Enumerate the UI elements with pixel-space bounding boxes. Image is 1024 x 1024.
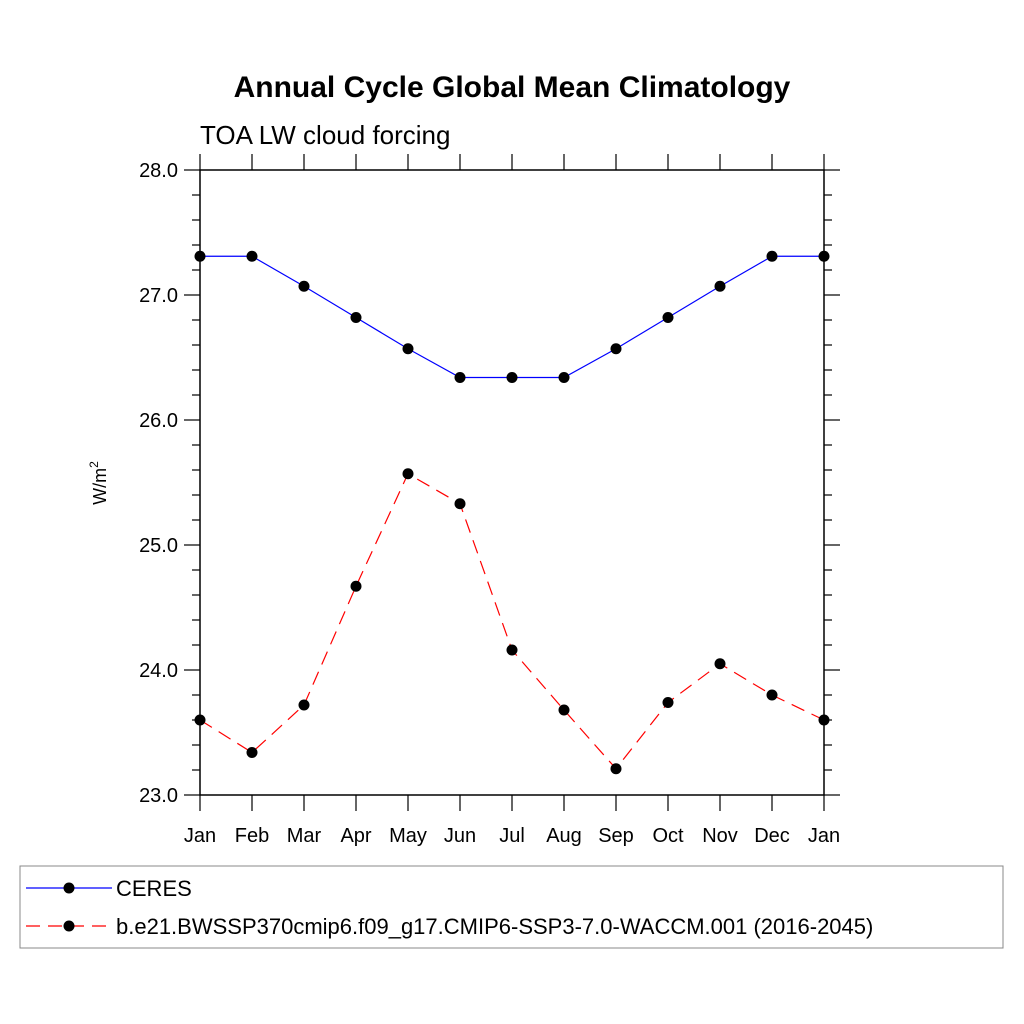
legend-label-ceres: CERES xyxy=(116,876,192,901)
legend-box xyxy=(19,865,1004,949)
x-tick-label: May xyxy=(389,825,427,847)
data-point xyxy=(194,250,206,262)
x-tick-label: Oct xyxy=(652,825,684,847)
data-point xyxy=(454,372,466,383)
data-point xyxy=(402,468,414,480)
series-0 xyxy=(194,250,830,383)
data-point xyxy=(818,714,830,726)
y-axis-label-superscript: 2 xyxy=(87,461,101,468)
y-tick-label: 23.0 xyxy=(139,785,178,807)
data-point xyxy=(350,312,362,323)
x-tick-label: Mar xyxy=(287,825,322,847)
legend-label-model: b.e21.BWSSP370cmip6.f09_g17.CMIP6-SSP3-7… xyxy=(116,914,873,939)
data-point xyxy=(714,280,726,292)
data-point xyxy=(818,250,830,262)
data-point xyxy=(662,312,674,323)
x-tick-label: Nov xyxy=(702,825,738,847)
x-tick-labels: Jan Feb Mar Apr May Jun Jul Aug Sep Oct Nov Dec Jan xyxy=(184,825,840,847)
data-point xyxy=(402,343,414,355)
y-tick-label: 27.0 xyxy=(139,285,178,307)
data-point xyxy=(714,658,726,670)
legend: CERES b.e21.BWSSP370cmip6.f09_g17.CMIP6-… xyxy=(19,865,1004,949)
y-tick-label: 24.0 xyxy=(139,660,178,682)
x-tick-label: Aug xyxy=(546,825,582,847)
data-point xyxy=(246,747,258,758)
plot-frame xyxy=(199,169,825,796)
data-point xyxy=(194,714,206,726)
y-tick-label: 28.0 xyxy=(139,160,178,182)
data-point xyxy=(506,372,518,383)
data-point xyxy=(558,704,570,716)
x-tick-label: Apr xyxy=(340,825,371,847)
axis-ticks xyxy=(184,154,840,811)
x-tick-label: Jun xyxy=(444,825,476,847)
chart-title: Annual Cycle Global Mean Climatology xyxy=(234,71,791,104)
series-line xyxy=(200,255,824,379)
y-tick-label: 25.0 xyxy=(139,535,178,557)
y-tick-label: 26.0 xyxy=(139,410,178,432)
y-axis-label-text: W/m xyxy=(90,468,110,505)
data-point xyxy=(350,580,362,592)
data-point xyxy=(610,343,622,355)
data-point xyxy=(246,250,258,262)
data-point xyxy=(454,498,466,510)
data-point xyxy=(558,372,570,383)
series-1 xyxy=(194,468,830,775)
data-point xyxy=(298,699,310,711)
series-line xyxy=(199,472,825,770)
legend-marker-ceres xyxy=(63,882,75,894)
x-tick-label: Jul xyxy=(499,825,525,847)
y-tick-labels: 23.0 24.0 25.0 26.0 27.0 28.0 xyxy=(139,160,178,807)
data-point xyxy=(298,280,310,292)
data-point xyxy=(610,763,622,775)
x-tick-label: Jan xyxy=(808,825,840,847)
x-tick-label: Jan xyxy=(184,825,216,847)
x-tick-label: Sep xyxy=(598,825,634,847)
data-point xyxy=(766,250,778,262)
data-point xyxy=(766,689,778,701)
chart-subtitle: TOA LW cloud forcing xyxy=(200,120,450,150)
data-point xyxy=(662,697,674,708)
svg-text:W/m2: W/m2 xyxy=(87,461,110,505)
y-axis-label: W/m2 xyxy=(87,461,110,505)
data-series xyxy=(194,250,830,775)
data-point xyxy=(506,644,518,656)
x-tick-label: Feb xyxy=(235,825,269,847)
x-tick-label: Dec xyxy=(754,825,790,847)
legend-marker-model xyxy=(63,920,75,932)
